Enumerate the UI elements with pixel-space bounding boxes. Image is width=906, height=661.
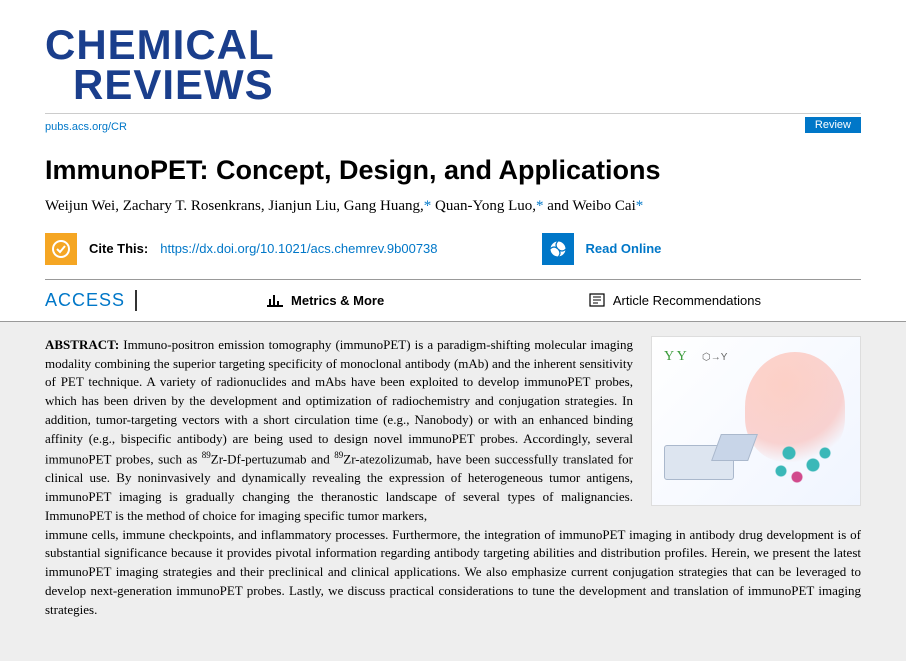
document-icon xyxy=(589,293,605,307)
toc-graphic: Y Y ⬡→Y xyxy=(651,336,861,506)
metrics-link[interactable]: Metrics & More xyxy=(267,293,384,308)
structure-icon: ⬡→Y xyxy=(702,352,727,363)
cite-row: Cite This: https://dx.doi.org/10.1021/ac… xyxy=(45,233,861,265)
header-bar: pubs.acs.org/CR Review xyxy=(45,113,861,133)
abstract-wrap: ABSTRACT: Immuno-positron emission tomog… xyxy=(45,336,861,526)
read-online-link[interactable]: Read Online xyxy=(586,241,662,256)
barchart-icon xyxy=(267,293,283,307)
doi-link[interactable]: https://dx.doi.org/10.1021/acs.chemrev.9… xyxy=(160,241,437,256)
abstract-section: ABSTRACT: Immuno-positron emission tomog… xyxy=(0,321,906,640)
sup-89-1: 89 xyxy=(202,450,211,460)
access-bar: ACCESS Metrics & More Article Recommenda… xyxy=(45,280,861,321)
abstract-text-continued: immune cells, immune checkpoints, and in… xyxy=(45,526,861,620)
pubs-url-link[interactable]: pubs.acs.org/CR xyxy=(45,121,127,133)
tumor-cells-icon xyxy=(765,435,845,495)
page: CHEMICAL REVIEWS pubs.acs.org/CR Review … xyxy=(0,0,906,640)
checkmark-icon xyxy=(45,233,77,265)
recommendations-label: Article Recommendations xyxy=(613,293,761,308)
access-label[interactable]: ACCESS xyxy=(45,290,137,311)
recommendations-link[interactable]: Article Recommendations xyxy=(589,293,761,308)
journal-name-line1: CHEMICAL xyxy=(45,25,861,65)
abstract-part1: Immuno-positron emission tomography (imm… xyxy=(45,337,633,466)
article-title: ImmunoPET: Concept, Design, and Applicat… xyxy=(45,155,861,186)
article-type-badge: Review xyxy=(805,117,861,133)
cite-label: Cite This: xyxy=(89,241,148,256)
antibody-icon: Y Y xyxy=(664,349,687,365)
sup-89-2: 89 xyxy=(334,450,343,460)
abstract-part2: immune cells, immune checkpoints, and in… xyxy=(45,527,861,617)
journal-logo: CHEMICAL REVIEWS xyxy=(45,20,861,105)
globe-icon xyxy=(542,233,574,265)
metrics-label: Metrics & More xyxy=(291,293,384,308)
pet-scanner-icon xyxy=(664,445,734,480)
journal-name-line2: REVIEWS xyxy=(45,65,861,105)
abstract-text: ABSTRACT: Immuno-positron emission tomog… xyxy=(45,336,633,526)
author-list: Weijun Wei, Zachary T. Rosenkrans, Jianj… xyxy=(45,198,861,215)
abstract-label: ABSTRACT: xyxy=(45,337,119,352)
abstract-mid1: Zr-Df-pertuzumab and xyxy=(211,451,335,466)
